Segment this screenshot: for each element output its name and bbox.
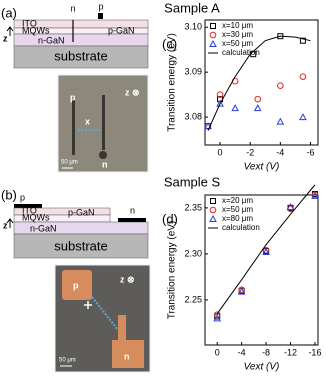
x-axis-label: Vext (V) bbox=[244, 162, 280, 173]
layer-label: p-GaN bbox=[68, 207, 95, 217]
curve bbox=[207, 35, 311, 131]
image-label: n bbox=[124, 351, 130, 361]
x-tick-label: -6 bbox=[306, 147, 314, 157]
device-a bbox=[6, 13, 149, 69]
title: Sample A bbox=[164, 0, 220, 15]
y-axis-label: Transition energy (eV) bbox=[167, 33, 178, 132]
marker bbox=[216, 91, 224, 98]
layer-label: p-GaN bbox=[108, 25, 135, 35]
layer-label: substrate bbox=[54, 48, 107, 63]
plot-frame bbox=[204, 19, 319, 146]
x-tick-label: -8 bbox=[262, 347, 270, 357]
y-axis-label: Transition energy (eV) bbox=[167, 221, 178, 320]
image-label: p bbox=[70, 92, 76, 102]
micrograph-a bbox=[57, 74, 149, 173]
legend-label: calculation bbox=[222, 48, 260, 57]
curve bbox=[216, 184, 316, 315]
micrograph-s bbox=[54, 264, 151, 373]
marker bbox=[231, 104, 239, 112]
image-label: z ⊗ bbox=[120, 274, 135, 284]
image-label: p bbox=[73, 280, 79, 290]
marker bbox=[204, 122, 212, 130]
marker bbox=[311, 191, 319, 199]
contact-label: p bbox=[20, 192, 25, 202]
legend-label: calculation bbox=[222, 223, 260, 232]
marker bbox=[209, 214, 217, 222]
layer-label: MQWs bbox=[22, 212, 50, 222]
marker bbox=[262, 246, 270, 254]
y-tick-label: 2.25 bbox=[184, 294, 202, 304]
image-label: n bbox=[102, 159, 108, 169]
marker bbox=[237, 287, 246, 295]
y-tick-label: 3.08 bbox=[184, 111, 202, 121]
x-axis-label: Vext (V) bbox=[244, 362, 280, 373]
marker bbox=[299, 37, 306, 44]
layer-label: MQWs bbox=[22, 25, 50, 35]
layer-label: n-GaN bbox=[38, 35, 65, 45]
legend-label: x=80 μm bbox=[222, 214, 253, 223]
contact-label: n bbox=[130, 205, 135, 215]
y-tick-label: 3.09 bbox=[184, 67, 202, 77]
image-label: x bbox=[85, 116, 90, 126]
layer-label: n-GaN bbox=[30, 223, 57, 233]
marker bbox=[209, 39, 217, 47]
layer-label: ITO bbox=[22, 205, 37, 215]
image-label: z ⊗ bbox=[125, 87, 140, 97]
marker bbox=[276, 117, 285, 125]
marker bbox=[277, 82, 284, 89]
x-tick-label: -4 bbox=[276, 147, 284, 157]
marker bbox=[213, 314, 222, 322]
marker bbox=[238, 286, 245, 294]
legend-label: x=30 μm bbox=[222, 30, 253, 39]
panel-label: (c) bbox=[162, 36, 177, 51]
legend-label: x=50 μm bbox=[222, 205, 253, 214]
axis-label: z bbox=[3, 33, 8, 43]
panel-label: (d) bbox=[162, 211, 178, 226]
marker bbox=[254, 95, 262, 103]
marker bbox=[299, 73, 307, 80]
panel-label: (a) bbox=[1, 5, 17, 20]
title: Sample S bbox=[164, 174, 221, 189]
y-tick-label: 3.10 bbox=[184, 22, 202, 32]
marker bbox=[253, 104, 262, 112]
marker bbox=[209, 206, 217, 214]
x-tick-label: -12 bbox=[284, 347, 297, 357]
x-tick-label: 0 bbox=[215, 347, 220, 357]
marker bbox=[286, 202, 295, 210]
legend-label: x=10 μm bbox=[222, 21, 253, 30]
layer-label: ITO bbox=[22, 18, 37, 28]
layer-label: substrate bbox=[54, 238, 107, 253]
device-s bbox=[6, 204, 149, 259]
plot-frame bbox=[204, 194, 319, 346]
panel-label: (b) bbox=[1, 187, 17, 202]
marker bbox=[262, 248, 270, 256]
legend-label: x=50 μm bbox=[222, 39, 253, 48]
x-tick-label: 0 bbox=[218, 147, 223, 157]
legend-label: x=20 μm bbox=[222, 196, 253, 205]
marker bbox=[213, 311, 221, 318]
contact-label: p bbox=[98, 1, 103, 11]
y-tick-label: 2.30 bbox=[184, 248, 202, 258]
marker bbox=[209, 31, 217, 39]
x-tick-label: -4 bbox=[238, 347, 246, 357]
marker bbox=[299, 113, 307, 121]
scale-label: 50 μm bbox=[61, 160, 78, 166]
x-tick-label: -16 bbox=[308, 347, 321, 357]
marker bbox=[210, 198, 216, 204]
scale-label: 50 μm bbox=[59, 358, 76, 364]
axis-label: z bbox=[3, 220, 8, 230]
marker bbox=[210, 23, 216, 29]
x-tick-label: -2 bbox=[246, 147, 254, 157]
contact-label: n bbox=[70, 3, 75, 13]
marker bbox=[216, 99, 224, 107]
y-tick-label: 2.35 bbox=[184, 202, 202, 212]
